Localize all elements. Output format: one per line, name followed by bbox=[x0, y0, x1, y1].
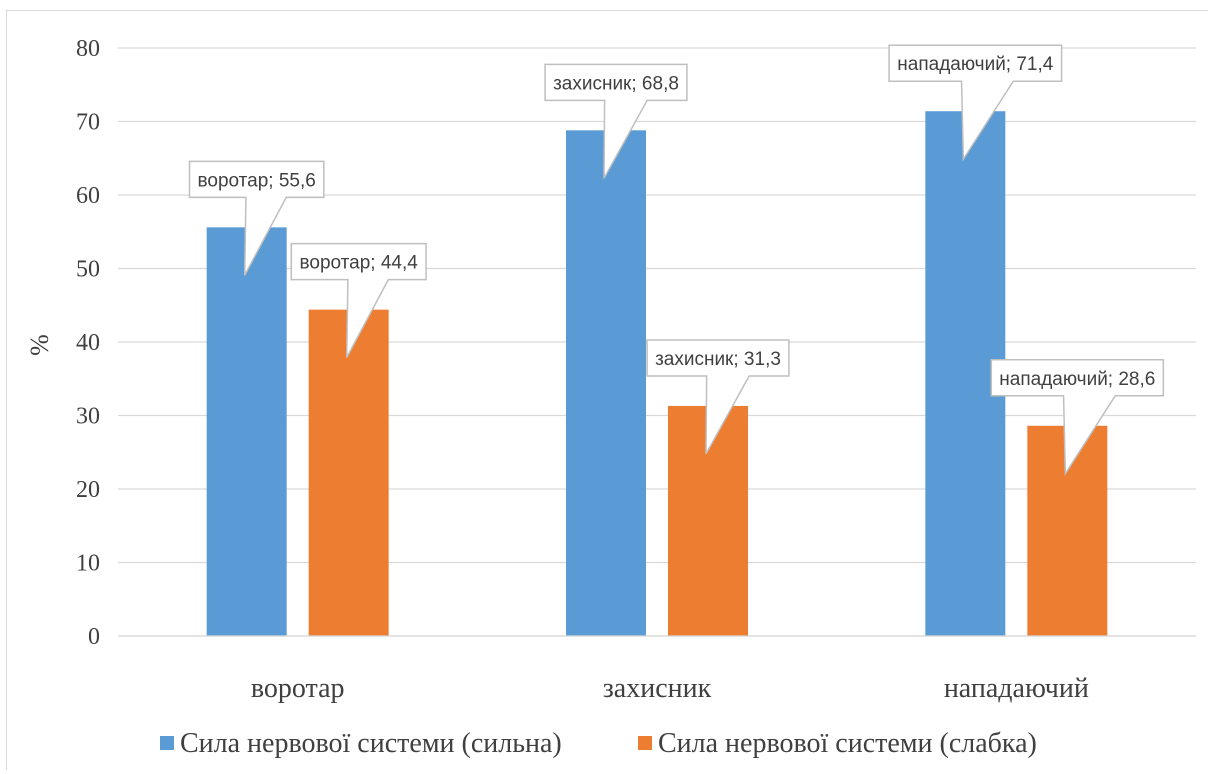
legend-label: Сила нервової системи (слабка) bbox=[658, 728, 1037, 759]
data-label: воротар; 44,4 bbox=[300, 253, 419, 274]
data-label-callout bbox=[990, 359, 1165, 477]
y-tick-label: 0 bbox=[88, 624, 100, 650]
y-tick-label: 40 bbox=[76, 330, 100, 356]
data-label: захисник; 31,3 bbox=[655, 349, 781, 370]
y-axis-label: % bbox=[25, 334, 54, 356]
x-tick-label: нападаючий bbox=[944, 673, 1089, 704]
data-label-callout bbox=[188, 160, 325, 276]
legend-swatch bbox=[160, 736, 174, 750]
data-label: нападаючий; 71,4 bbox=[897, 54, 1053, 75]
y-tick-label: 30 bbox=[76, 404, 100, 430]
y-tick-label: 50 bbox=[76, 257, 100, 283]
y-tick-label: 60 bbox=[76, 183, 100, 209]
data-label: нападаючий; 28,6 bbox=[999, 369, 1155, 390]
y-tick-label: 70 bbox=[76, 110, 100, 136]
y-tick-label: 80 bbox=[76, 36, 100, 62]
y-tick-label: 20 bbox=[76, 477, 100, 503]
data-labels: воротар; 55,6 захисник; 68,8 нападаючий; 7… bbox=[188, 44, 1165, 477]
data-label: захисник; 68,8 bbox=[553, 73, 679, 94]
bar bbox=[566, 130, 646, 636]
data-label-callout bbox=[290, 242, 427, 359]
legend: Сила нервової системи (сильна) Сила нерво… bbox=[160, 728, 1037, 759]
data-label-callout bbox=[646, 339, 790, 455]
data-label-callout bbox=[544, 63, 688, 179]
bar bbox=[206, 227, 287, 636]
legend-swatch bbox=[638, 736, 652, 750]
y-tick-label: 10 bbox=[76, 551, 100, 577]
x-tick-label: захисник bbox=[603, 673, 712, 704]
data-label: воротар; 55,6 bbox=[198, 170, 316, 191]
legend-label: Сила нервової системи (сильна) bbox=[180, 728, 562, 759]
chart-area bbox=[6, 10, 1208, 770]
data-label-callout bbox=[888, 44, 1063, 162]
bar bbox=[308, 309, 389, 636]
x-tick-label: воротар bbox=[251, 673, 345, 704]
axes: 0 10 20 30 40 50 60 70 80% воротар захисник нападаю… bbox=[25, 36, 1196, 704]
